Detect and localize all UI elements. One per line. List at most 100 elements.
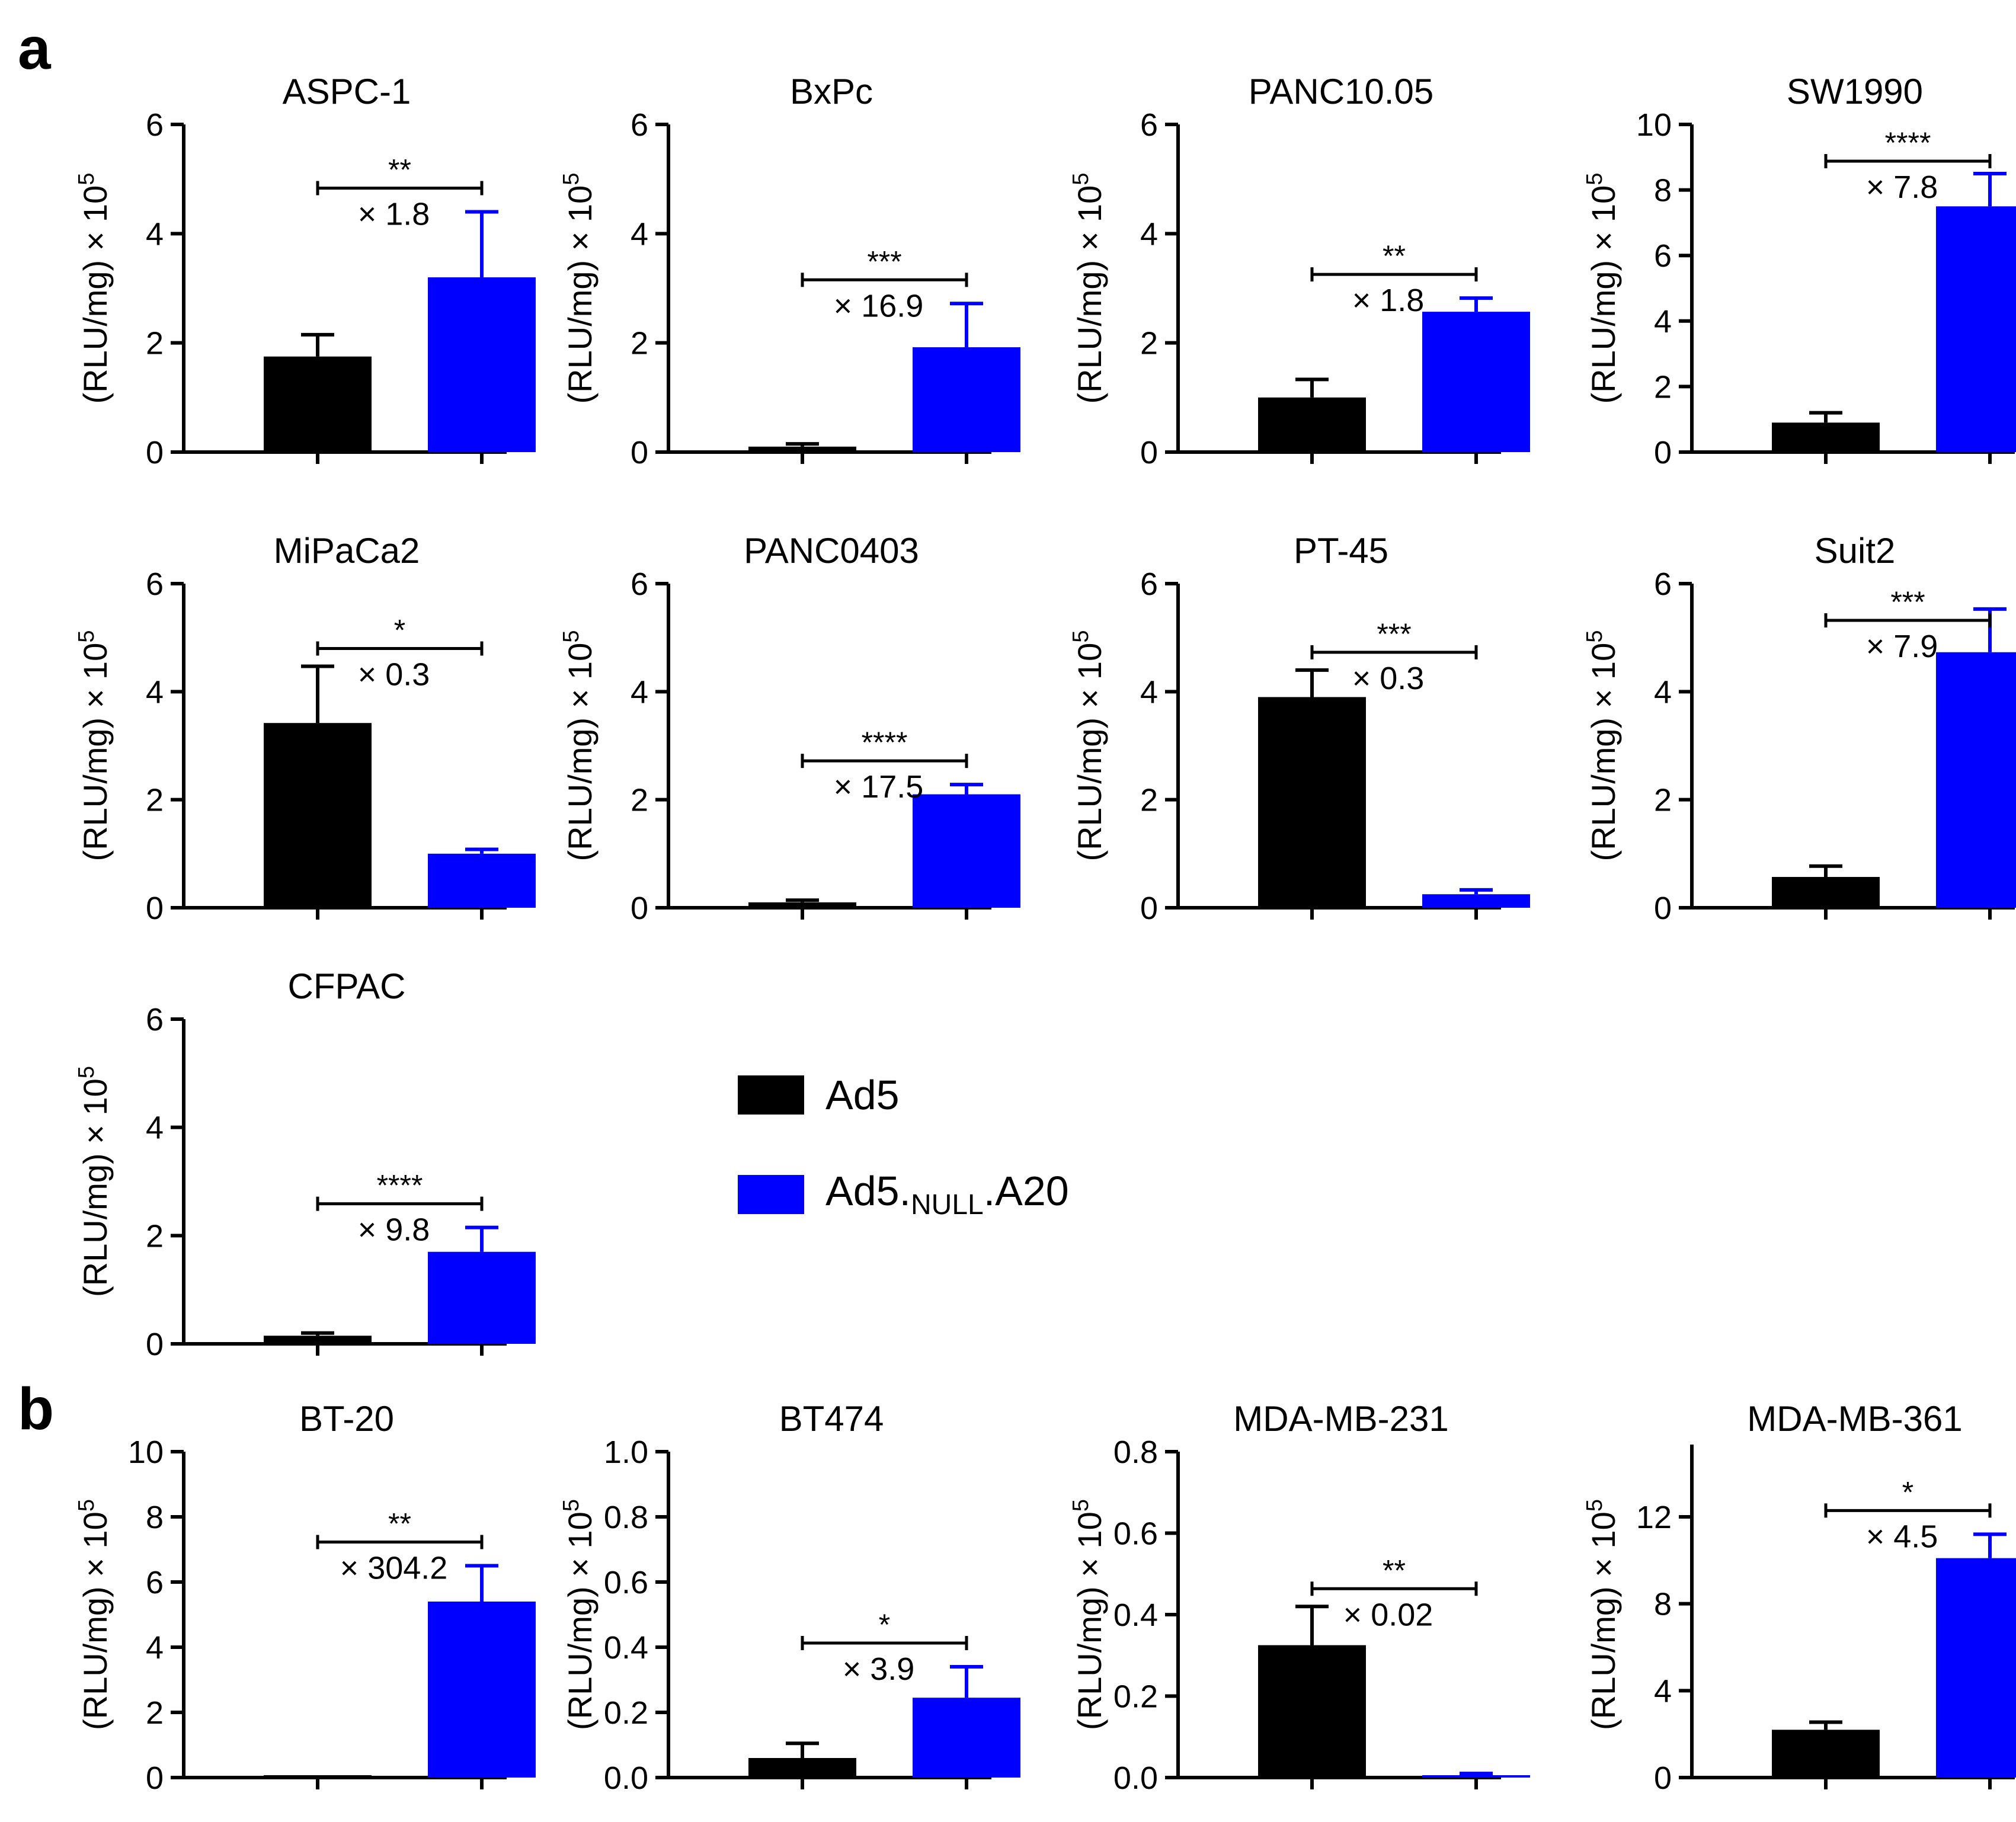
y-tick-label-cfpac: 4 [146,1110,164,1146]
y-tick-label-bt-20: 8 [146,1500,164,1535]
bar-mda-mb-231-ad5-null-a20 [1422,1775,1530,1778]
y-tick-label-bt474: 0.8 [604,1500,648,1535]
fold-change-panc0403: × 17.5 [834,769,924,805]
bar-panc10-05-ad5-null-a20 [1422,312,1530,452]
y-tick-label-bxpc: 4 [631,216,648,252]
legend-item-ad5-null-a20: Ad5.NULL.A20 [738,1167,1069,1221]
y-tick-label-sw1990: 8 [1654,173,1672,209]
fold-change-bxpc: × 16.9 [834,288,924,324]
y-axis-label-exponent: 5 [1068,173,1093,185]
legend-swatch-ad5 [738,1075,804,1115]
y-tick-label-sw1990: 10 [1636,107,1672,143]
y-tick-label-pt-45: 6 [1140,566,1158,602]
y-axis-label-text: (RLU/mg) × 10 [561,185,599,404]
bar-bxpc-ad5-null-a20 [913,347,1020,452]
y-tick-label-suit2: 0 [1654,891,1672,926]
legend-label-ad5-null-a20: Ad5.NULL.A20 [825,1167,1069,1221]
y-tick-label-mda-mb-231: 0.2 [1113,1679,1158,1715]
y-axis-label-aspc-1: (RLU/mg) × 105 [74,173,114,404]
bar-panc0403-ad5 [748,902,856,908]
y-axis-label-exponent: 5 [559,630,584,643]
bar-bt-20-ad5 [264,1775,372,1778]
chart-title-mda-mb-231: MDA-MB-231 [1233,1399,1448,1439]
legend-label-suffix: .A20 [983,1168,1069,1214]
y-tick-label-mda-mb-361: 12 [1636,1500,1672,1535]
bar-panc10-05-ad5 [1258,397,1366,452]
y-tick-label-suit2: 2 [1654,783,1672,818]
y-axis-label-text: (RLU/mg) × 10 [1071,643,1108,862]
fold-change-pt-45: × 0.3 [1352,661,1425,696]
bar-aspc-1-ad5 [264,356,372,452]
chart-title-pt-45: PT-45 [1294,531,1388,571]
bar-aspc-1-ad5-null-a20 [428,277,536,452]
y-axis-label-text: (RLU/mg) × 10 [1585,643,1622,862]
sig-stars-panc10-05: ** [1383,239,1406,273]
y-tick-label-panc10-05: 0 [1140,435,1158,470]
sig-stars-cfpac: **** [377,1169,423,1202]
y-axis-label-bxpc: (RLU/mg) × 105 [559,173,599,404]
legend-item-ad5: Ad5 [738,1071,900,1119]
bar-mipaca2-ad5-null-a20 [428,853,536,908]
fold-change-mda-mb-361: × 4.5 [1866,1519,1938,1554]
y-axis-label-exponent: 5 [1582,1499,1607,1512]
fold-change-bt474: × 3.9 [843,1651,915,1687]
y-tick-label-mipaca2: 4 [146,674,164,710]
y-tick-label-bt-20: 4 [146,1630,164,1666]
bar-mipaca2-ad5 [264,723,372,908]
y-tick-label-sw1990: 6 [1654,238,1672,274]
bar-pt-45-ad5 [1258,697,1366,908]
y-tick-label-mda-mb-231: 0.6 [1113,1516,1158,1552]
y-tick-label-mda-mb-231: 0.4 [1113,1597,1158,1633]
y-tick-label-mipaca2: 0 [146,891,164,926]
y-tick-label-mda-mb-231: 0.8 [1113,1434,1158,1470]
fold-change-panc10-05: × 1.8 [1352,283,1425,318]
y-axis-label-exponent: 5 [1068,1499,1093,1512]
sig-stars-bxpc: *** [867,245,901,278]
chart-title-aspc-1: ASPC-1 [283,72,411,111]
y-axis-label-exponent: 5 [559,1499,584,1512]
y-tick-label-bt474: 0.0 [604,1760,648,1796]
bar-suit2-ad5 [1772,877,1880,908]
y-axis-label-text: (RLU/mg) × 10 [76,1512,114,1730]
legend-label-ad5: Ad5 [825,1072,900,1118]
fold-change-mipaca2: × 0.3 [358,657,430,692]
legend-label-subscript: NULL [911,1189,984,1221]
y-axis-label-pt-45: (RLU/mg) × 105 [1068,630,1108,862]
y-tick-label-panc10-05: 2 [1140,326,1158,361]
y-axis-label-suit2: (RLU/mg) × 105 [1582,630,1622,862]
fold-change-aspc-1: × 1.8 [358,196,430,232]
y-axis-label-exponent: 5 [1582,630,1607,643]
y-tick-label-panc0403: 2 [631,783,648,818]
bar-cfpac-ad5 [264,1336,372,1344]
y-tick-label-mda-mb-361: 8 [1654,1587,1672,1622]
y-tick-label-sw1990: 2 [1654,369,1672,405]
y-tick-label-mipaca2: 2 [146,783,164,818]
y-axis-label-exponent: 5 [74,630,99,643]
bar-mda-mb-361-ad5 [1772,1730,1880,1778]
y-tick-label-mda-mb-231: 0.0 [1113,1760,1158,1796]
panel-label-b: b [18,1376,55,1442]
y-tick-label-bxpc: 0 [631,435,648,470]
sig-stars-mda-mb-361: * [1902,1475,1913,1509]
fold-change-cfpac: × 9.8 [358,1212,430,1248]
bar-bt474-ad5-null-a20 [913,1698,1020,1778]
y-axis-label-text: (RLU/mg) × 10 [76,185,114,404]
bar-bt474-ad5 [748,1758,856,1778]
y-tick-label-sw1990: 4 [1654,304,1672,340]
sig-stars-bt474: * [879,1608,890,1641]
chart-title-bt-20: BT-20 [299,1399,394,1439]
y-tick-label-cfpac: 2 [146,1218,164,1254]
chart-title-sw1990: SW1990 [1787,72,1923,111]
y-axis-label-mda-mb-231: (RLU/mg) × 105 [1068,1499,1108,1730]
y-tick-label-mipaca2: 6 [146,566,164,602]
y-tick-label-bt-20: 2 [146,1695,164,1731]
y-tick-label-suit2: 6 [1654,566,1672,602]
chart-title-mda-mb-361: MDA-MB-361 [1747,1399,1962,1439]
y-axis-label-exponent: 5 [74,173,99,185]
y-tick-label-bxpc: 6 [631,107,648,143]
y-tick-label-bxpc: 2 [631,326,648,361]
chart-title-cfpac: CFPAC [288,966,406,1006]
bar-suit2-ad5-null-a20 [1936,652,2016,908]
y-tick-label-sw1990: 0 [1654,435,1672,470]
